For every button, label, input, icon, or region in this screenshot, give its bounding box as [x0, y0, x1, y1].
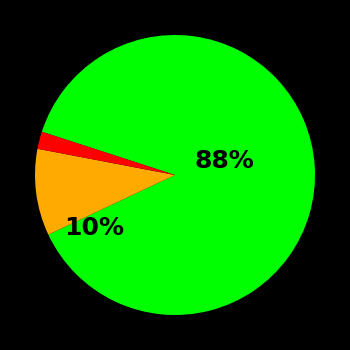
Text: 10%: 10% [64, 216, 124, 240]
Wedge shape [42, 35, 315, 315]
Wedge shape [35, 149, 175, 234]
Text: 88%: 88% [194, 149, 254, 173]
Wedge shape [37, 132, 175, 175]
